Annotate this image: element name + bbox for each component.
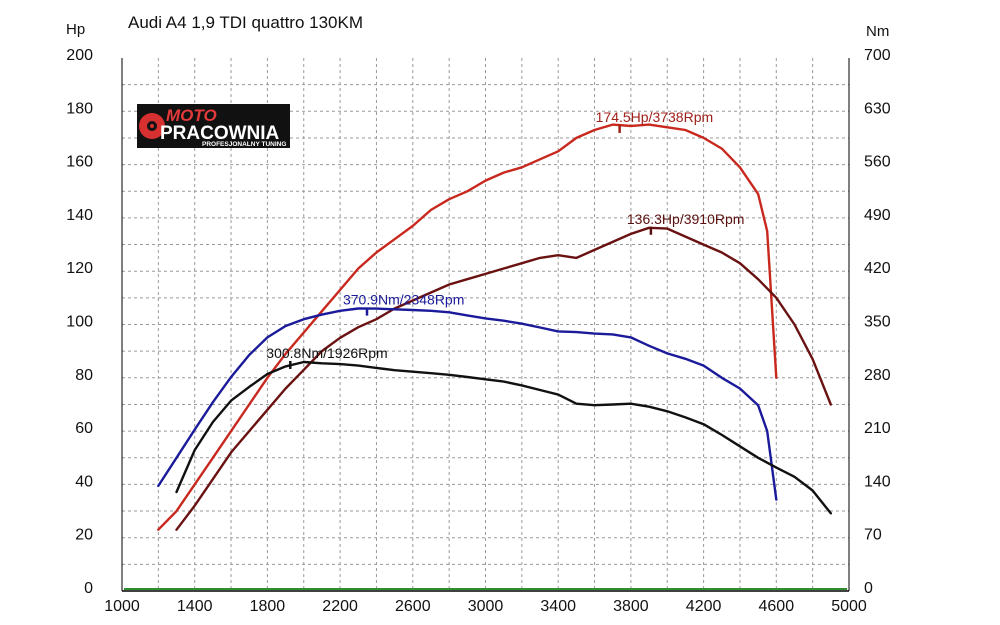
left-tick-label: 0: [84, 580, 93, 597]
logo-sub-text: PROFESJONALNY TUNING: [202, 141, 286, 148]
x-tick-label: 2200: [322, 598, 358, 615]
right-tick-label: 350: [864, 314, 891, 331]
left-axis-unit: Hp: [66, 21, 85, 38]
right-tick-label: 140: [864, 473, 891, 490]
right-tick-label: 490: [864, 207, 891, 224]
left-tick-label: 100: [66, 314, 93, 331]
x-tick-label: 1000: [104, 598, 140, 615]
left-tick-label: 20: [75, 527, 93, 544]
right-tick-labels: 0 70 140 210 280 350 420 490 560 630 700: [864, 47, 891, 597]
left-tick-label: 140: [66, 207, 93, 224]
right-tick-label: 210: [864, 420, 891, 437]
grid: [122, 58, 849, 591]
left-tick-label: 160: [66, 154, 93, 171]
right-tick-label: 560: [864, 154, 891, 171]
peak-label: 136.3Hp/3910Rpm: [627, 211, 745, 227]
series-line: [157, 307, 778, 501]
series-group: [157, 123, 832, 531]
peak-label: 370.9Nm/2348Rpm: [343, 292, 464, 308]
series-line: [175, 226, 832, 531]
left-tick-label: 60: [75, 420, 93, 437]
right-tick-label: 280: [864, 367, 891, 384]
right-tick-label: 700: [864, 47, 891, 64]
chart-title: Audi A4 1,9 TDI quattro 130KM: [128, 13, 363, 32]
x-tick-label: 1800: [250, 598, 286, 615]
x-tick-label: 4600: [759, 598, 795, 615]
x-tick-label: 3800: [613, 598, 649, 615]
left-tick-label: 180: [66, 100, 93, 117]
peak-label: 300.8Nm/1926Rpm: [266, 345, 387, 361]
right-tick-label: 630: [864, 100, 891, 117]
right-tick-label: 70: [864, 527, 882, 544]
logo-main-text: PRACOWNIA: [160, 123, 280, 144]
peak-label: 174.5Hp/3738Rpm: [596, 109, 714, 125]
series-line: [175, 360, 832, 515]
x-tick-label: 3400: [540, 598, 576, 615]
right-axis-unit: Nm: [866, 23, 889, 40]
x-tick-label: 2600: [395, 598, 431, 615]
right-tick-label: 0: [864, 580, 873, 597]
left-tick-label: 120: [66, 260, 93, 277]
left-tick-label: 200: [66, 47, 93, 64]
x-tick-labels: 1000 1400 1800 2200 2600 3000 3400 3800 4200 4600…: [104, 598, 867, 615]
left-tick-labels: 0 20 40 60 80 100 120 140 160 180 200: [66, 47, 93, 597]
logo: MOTO PRACOWNIA PROFESJONALNY TUNING: [137, 104, 290, 148]
annotations-group: 174.5Hp/3738Rpm 136.3Hp/3910Rpm 370.9Nm/23…: [266, 109, 744, 369]
x-tick-label: 1400: [177, 598, 213, 615]
x-tick-label: 3000: [468, 598, 504, 615]
x-tick-label: 5000: [831, 598, 867, 615]
x-tick-label: 4200: [686, 598, 722, 615]
series-line: [157, 123, 778, 531]
right-tick-label: 420: [864, 260, 891, 277]
left-tick-label: 80: [75, 367, 93, 384]
logo-rotor-icon: [139, 113, 165, 139]
left-tick-label: 40: [75, 473, 93, 490]
logo-top-text: MOTO: [166, 106, 217, 125]
